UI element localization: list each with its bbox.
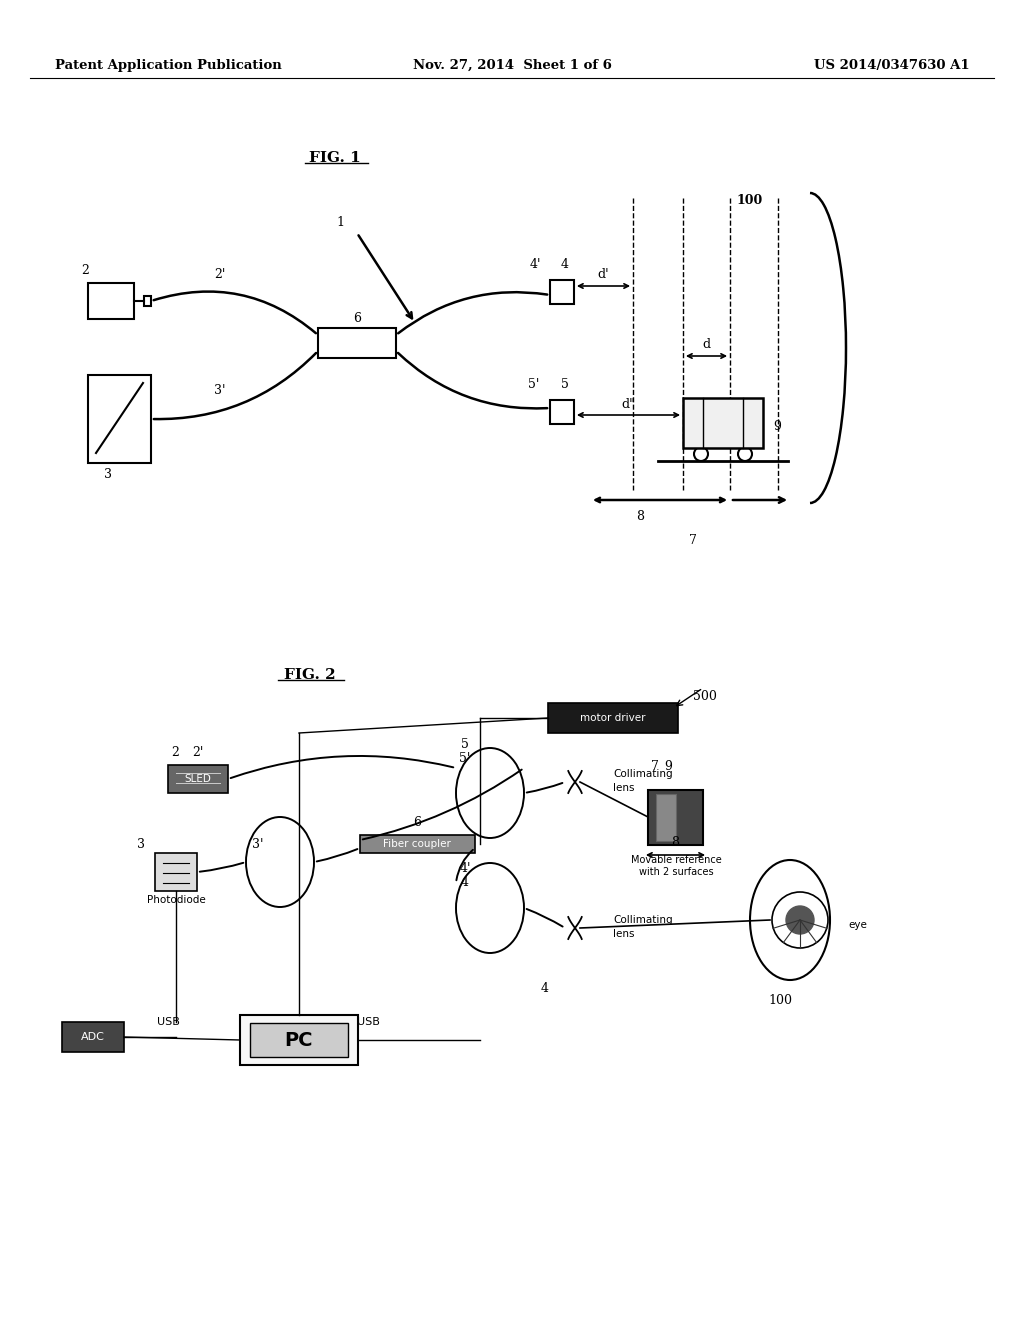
Text: Collimating: Collimating [613, 915, 673, 925]
Text: Patent Application Publication: Patent Application Publication [55, 58, 282, 71]
Bar [62, 1022, 124, 1052]
Bar [88, 375, 151, 463]
Text: FIG. 1: FIG. 1 [309, 150, 360, 165]
Text: eye: eye [848, 920, 867, 931]
Bar [88, 282, 134, 319]
Text: 3': 3' [252, 838, 264, 851]
Bar [240, 1015, 358, 1065]
Text: 1: 1 [336, 215, 344, 228]
Bar [550, 280, 574, 304]
Text: US 2014/0347630 A1: US 2014/0347630 A1 [814, 58, 970, 71]
Text: 100: 100 [737, 194, 763, 206]
Bar [168, 766, 228, 793]
Text: PC: PC [285, 1031, 313, 1049]
Bar [683, 399, 763, 447]
Bar [155, 853, 197, 891]
Text: lens: lens [613, 929, 635, 939]
Bar [548, 704, 678, 733]
Text: 6: 6 [413, 817, 421, 829]
Text: 3': 3' [214, 384, 225, 396]
Text: 100: 100 [768, 994, 792, 1006]
Text: 2': 2' [214, 268, 225, 281]
Text: with 2 surfaces: with 2 surfaces [639, 867, 714, 876]
Text: 4: 4 [561, 257, 569, 271]
Text: 500: 500 [693, 690, 717, 704]
Text: 3: 3 [137, 838, 145, 851]
Text: d: d [701, 338, 710, 351]
Text: lens: lens [613, 783, 635, 793]
Text: 2': 2' [193, 746, 204, 759]
Bar [550, 400, 574, 424]
Text: d": d" [622, 397, 635, 411]
Text: 5: 5 [461, 738, 469, 751]
Text: 4: 4 [541, 982, 549, 994]
Bar [144, 296, 151, 306]
Bar [360, 836, 475, 853]
Text: 3: 3 [104, 467, 112, 480]
Text: 9: 9 [664, 760, 672, 774]
Bar [250, 1023, 348, 1057]
Text: SLED: SLED [184, 774, 211, 784]
Text: 7: 7 [689, 533, 697, 546]
Text: USB: USB [356, 1016, 380, 1027]
Text: Nov. 27, 2014  Sheet 1 of 6: Nov. 27, 2014 Sheet 1 of 6 [413, 58, 611, 71]
Text: 5': 5' [528, 379, 540, 392]
Text: Collimating: Collimating [613, 770, 673, 779]
Bar [648, 789, 703, 845]
Ellipse shape [750, 861, 830, 979]
Text: 8: 8 [636, 510, 644, 523]
Text: 8: 8 [671, 836, 679, 849]
Text: 7: 7 [651, 760, 658, 774]
Text: 5': 5' [460, 751, 471, 764]
Text: 5: 5 [561, 379, 569, 392]
Text: Fiber coupler: Fiber coupler [383, 840, 451, 849]
Text: 4': 4' [459, 862, 471, 874]
Text: 4: 4 [461, 875, 469, 888]
Text: 9: 9 [773, 420, 781, 433]
Text: FIG. 2: FIG. 2 [285, 668, 336, 682]
Text: motor driver: motor driver [581, 713, 646, 723]
Text: ADC: ADC [81, 1032, 104, 1041]
Text: Photodiode: Photodiode [146, 895, 206, 906]
Text: 6: 6 [353, 312, 361, 325]
Bar [318, 327, 396, 358]
Circle shape [786, 906, 814, 935]
Text: d': d' [597, 268, 609, 281]
Text: 2: 2 [171, 746, 179, 759]
Text: USB: USB [157, 1016, 179, 1027]
Text: 2: 2 [81, 264, 89, 277]
Text: 4': 4' [529, 257, 541, 271]
Text: Movable reference: Movable reference [631, 855, 721, 865]
Bar [656, 795, 676, 841]
